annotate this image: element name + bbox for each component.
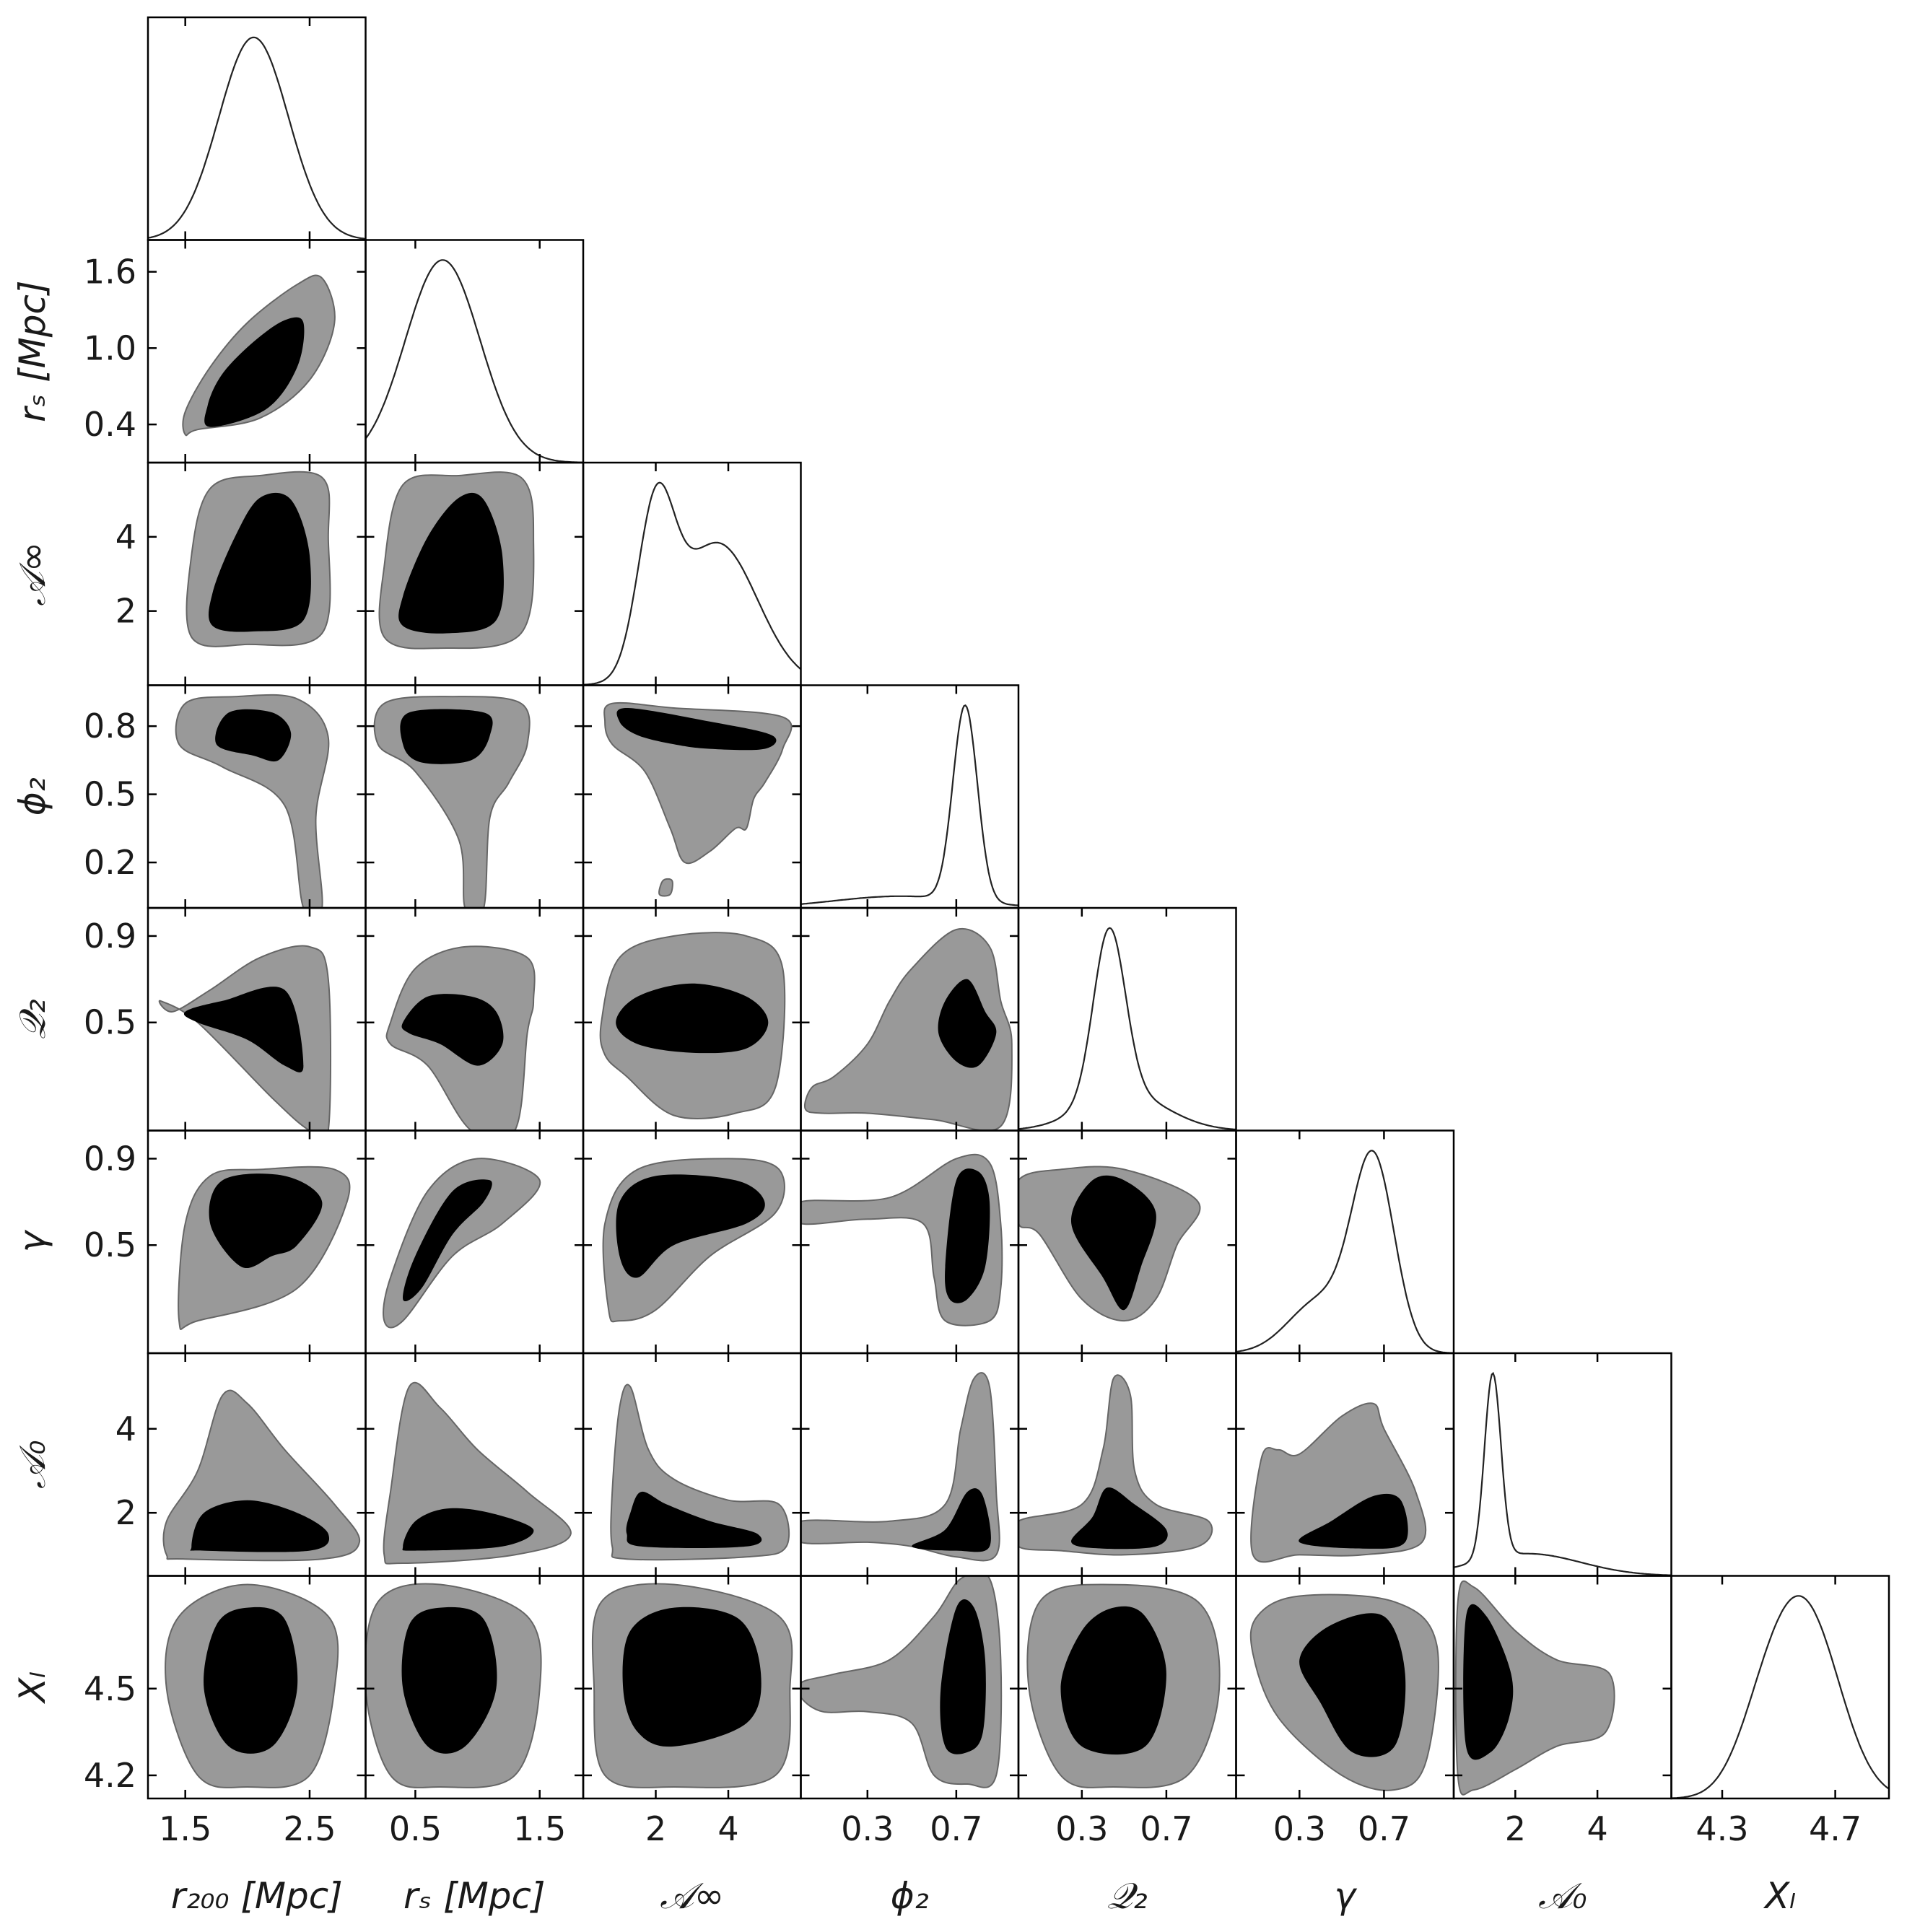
x-axis-label-A_inf: 𝒜∞: [660, 1875, 724, 1917]
x-tick-label: 2: [1505, 1809, 1526, 1848]
x-tick-label: 1.5: [159, 1809, 211, 1848]
contour-95-r200-vs-phi2: [175, 694, 330, 908]
x-tick-label: 0.3: [841, 1809, 894, 1848]
x-tick-label: 0.7: [1140, 1809, 1192, 1848]
y-tick-label: 1.6: [84, 253, 136, 292]
x-tick-label: 0.3: [1273, 1809, 1326, 1848]
panel-frame-phi2-phi2: [800, 684, 1020, 909]
panel-frame-rs-rs: [365, 239, 585, 464]
contour-68-Q2-vs-A0: [1071, 1487, 1168, 1549]
contour-68-phi2-vs-A0: [912, 1488, 991, 1552]
x-tick-label: 0.3: [1055, 1809, 1108, 1848]
contour-68-r200-vs-gamma: [209, 1173, 323, 1269]
panel-frame-gamma-gamma: [1235, 1129, 1455, 1355]
x-tick-label: 4.7: [1809, 1809, 1862, 1848]
y-tick-label: 0.9: [84, 1139, 136, 1178]
x-tick-label: 2.5: [283, 1809, 336, 1848]
y-axis-label-A0: 𝒜₀: [12, 1441, 53, 1489]
contour-68-gamma-vs-XL: [1299, 1613, 1406, 1757]
panel-frame-A0-A0: [1452, 1352, 1672, 1577]
contour-68-rs-vs-Q2: [401, 994, 504, 1066]
contour-68-rs-vs-A_inf: [398, 492, 504, 634]
x-tick-label: 0.7: [930, 1809, 982, 1848]
x-axis-label-Q2: 𝒬₂: [1107, 1875, 1148, 1917]
x-axis-label-gamma: γ: [1334, 1875, 1357, 1917]
x-tick-label: 0.7: [1358, 1809, 1410, 1848]
contour-68-Q2-vs-XL: [1060, 1606, 1166, 1755]
marginal-pdf-r200: [147, 36, 366, 240]
contour-68-r200-vs-XL: [204, 1607, 298, 1754]
contour-68-A0-vs-XL: [1463, 1604, 1514, 1760]
x-tick-label: 1.5: [513, 1809, 566, 1848]
y-axis-label-phi2: ϕ₂: [12, 777, 53, 816]
marginal-pdf-A0: [1453, 1371, 1672, 1576]
y-tick-label: 0.4: [84, 405, 136, 444]
contour-68-phi2-vs-gamma: [945, 1168, 990, 1303]
contour-68-phi2-vs-XL: [940, 1599, 986, 1754]
x-tick-label: 4: [1587, 1809, 1607, 1848]
x-tick-label: 0.5: [389, 1809, 442, 1848]
y-axis-label-gamma: γ: [12, 1230, 53, 1253]
y-tick-label: 4: [115, 517, 136, 556]
marginal-pdf-A_inf: [582, 481, 802, 686]
contour-68-r200-vs-A0: [190, 1500, 330, 1552]
contour-68-r200-vs-Q2: [183, 987, 304, 1072]
panel-frame-XL-XL: [1670, 1575, 1890, 1800]
y-tick-label: 0.5: [84, 1003, 136, 1042]
y-tick-label: 0.9: [84, 917, 136, 956]
marginal-pdf-rs: [365, 259, 584, 463]
y-tick-label: 1.0: [84, 328, 136, 367]
marginal-pdf-gamma: [1236, 1150, 1454, 1354]
y-tick-label: 4.5: [84, 1669, 136, 1708]
contour-95-island-A_inf-vs-phi2-0: [658, 878, 673, 897]
marginal-pdf-XL: [1671, 1595, 1890, 1799]
contour-95-phi2-vs-Q2: [804, 927, 1013, 1131]
y-axis-label-A_inf: 𝒜∞: [12, 542, 53, 606]
y-tick-label: 2: [115, 1493, 136, 1532]
contour-68-r200-vs-rs: [204, 317, 305, 427]
x-tick-label: 4: [717, 1809, 738, 1848]
contour-68-A_inf-vs-A0: [626, 1491, 762, 1548]
marginal-pdf-Q2: [1018, 927, 1236, 1131]
panel-frame-r200-r200: [147, 16, 367, 241]
x-axis-label-XL: Xₗ: [1763, 1875, 1796, 1917]
contour-68-rs-vs-A0: [402, 1508, 534, 1551]
marginal-pdf-phi2: [800, 704, 1019, 906]
y-tick-label: 4.2: [84, 1756, 136, 1795]
contour-68-r200-vs-phi2: [215, 709, 292, 762]
x-axis-label-rs: rₛ [Mpc]: [403, 1875, 545, 1917]
y-tick-label: 2: [115, 592, 136, 631]
contour-68-r200-vs-A_inf: [208, 492, 311, 632]
contour-95-rs-vs-gamma: [383, 1158, 541, 1329]
x-tick-label: 2: [645, 1809, 666, 1848]
contour-95-r200-vs-Q2: [158, 945, 332, 1131]
x-axis-label-phi2: ϕ₂: [891, 1875, 929, 1917]
contour-68-Q2-vs-gamma: [1070, 1175, 1156, 1311]
y-axis-label-rs: rₛ [Mpc]: [12, 281, 53, 422]
contour-95-Q2-vs-A0: [1018, 1374, 1213, 1556]
y-tick-label: 0.2: [84, 843, 136, 882]
y-tick-label: 0.5: [84, 775, 136, 814]
y-tick-label: 0.5: [84, 1225, 136, 1264]
contour-68-gamma-vs-A0: [1299, 1493, 1408, 1549]
contour-68-rs-vs-gamma: [403, 1179, 492, 1302]
y-tick-label: 0.8: [84, 707, 136, 746]
panel-frame-Q2-Q2: [1017, 906, 1237, 1132]
contour-68-A_inf-vs-XL: [622, 1607, 762, 1747]
contour-68-rs-vs-phi2: [400, 709, 493, 764]
contour-68-A_inf-vs-phi2: [616, 708, 777, 751]
contour-68-A_inf-vs-Q2: [616, 983, 769, 1054]
x-axis-label-r200: r₂₀₀ [Mpc]: [171, 1875, 343, 1917]
contour-68-A_inf-vs-gamma: [616, 1174, 765, 1278]
y-tick-label: 4: [115, 1409, 136, 1448]
x-axis-label-A0: 𝒜₀: [1538, 1875, 1587, 1917]
contour-68-rs-vs-XL: [401, 1607, 497, 1754]
y-axis-label-XL: Xₗ: [12, 1671, 53, 1705]
x-tick-label: 4.3: [1696, 1809, 1748, 1848]
y-axis-label-Q2: 𝒬₂: [12, 999, 53, 1039]
panel-frame-A_inf-A_inf: [582, 461, 802, 686]
contour-68-phi2-vs-Q2: [938, 979, 997, 1068]
